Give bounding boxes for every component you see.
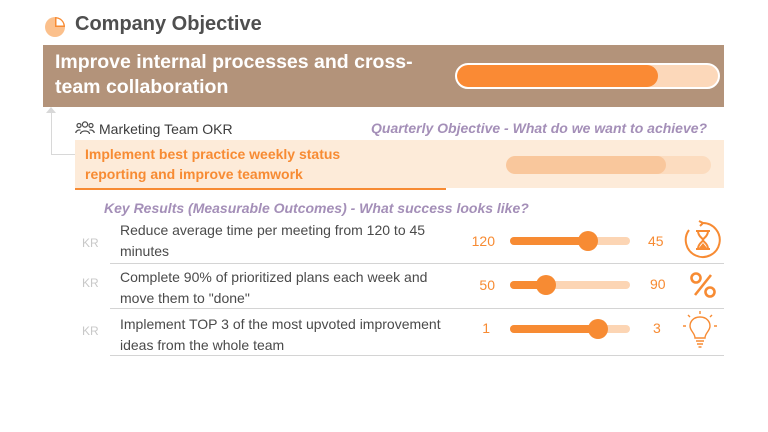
kr-text: Implement TOP 3 of the most upvoted impr… (120, 316, 441, 353)
kr-slider-fill (510, 325, 598, 333)
pie-chart-icon (45, 17, 65, 37)
objective-progress-bar (455, 63, 720, 89)
page-title: Company Objective (75, 13, 262, 35)
connector-line (51, 154, 75, 155)
kr-text: Complete 90% of prioritized plans each w… (120, 269, 428, 306)
objective-progress-fill (457, 65, 658, 87)
kr-start-value: 50 (479, 277, 495, 293)
kr-slider-fill (510, 281, 546, 289)
kr-tag: KR (82, 236, 99, 250)
team-progress-bar (506, 156, 711, 174)
team-objective-underline (75, 188, 446, 190)
team-label: Marketing Team OKR (99, 121, 233, 137)
kr-start-value: 1 (482, 320, 490, 336)
quarterly-objective-caption: Quarterly Objective - What do we want to… (371, 120, 708, 136)
connector-arrow-icon (46, 107, 56, 113)
hourglass-icon (684, 220, 721, 258)
kr-slider-handle[interactable] (578, 231, 598, 251)
team-progress-fill (506, 156, 666, 174)
kr-progress-slider[interactable] (510, 319, 630, 339)
row-divider (110, 308, 724, 309)
percent-icon (690, 272, 716, 298)
objective-title: Improve internal processes and cross-tea… (55, 51, 413, 98)
kr-slider-handle[interactable] (536, 275, 556, 295)
kr-progress-slider[interactable] (510, 275, 630, 295)
row-divider (110, 263, 724, 264)
kr-target-value: 45 (648, 233, 664, 249)
row-divider (110, 355, 724, 356)
key-results-caption: Key Results (Measurable Outcomes) - What… (104, 200, 529, 216)
kr-progress-slider[interactable] (510, 231, 630, 251)
team-objective-title: Implement best practice weekly status re… (85, 146, 341, 182)
kr-target-value: 3 (653, 320, 661, 336)
lightbulb-icon (683, 311, 717, 348)
kr-text: Reduce average time per meeting from 120… (120, 222, 426, 259)
team-icon (75, 121, 95, 135)
kr-slider-fill (510, 237, 588, 245)
kr-tag: KR (82, 276, 99, 290)
kr-target-value: 90 (650, 276, 666, 292)
kr-tag: KR (82, 324, 99, 338)
kr-start-value: 120 (471, 233, 495, 249)
kr-slider-handle[interactable] (587, 319, 608, 339)
connector-line (51, 112, 52, 154)
